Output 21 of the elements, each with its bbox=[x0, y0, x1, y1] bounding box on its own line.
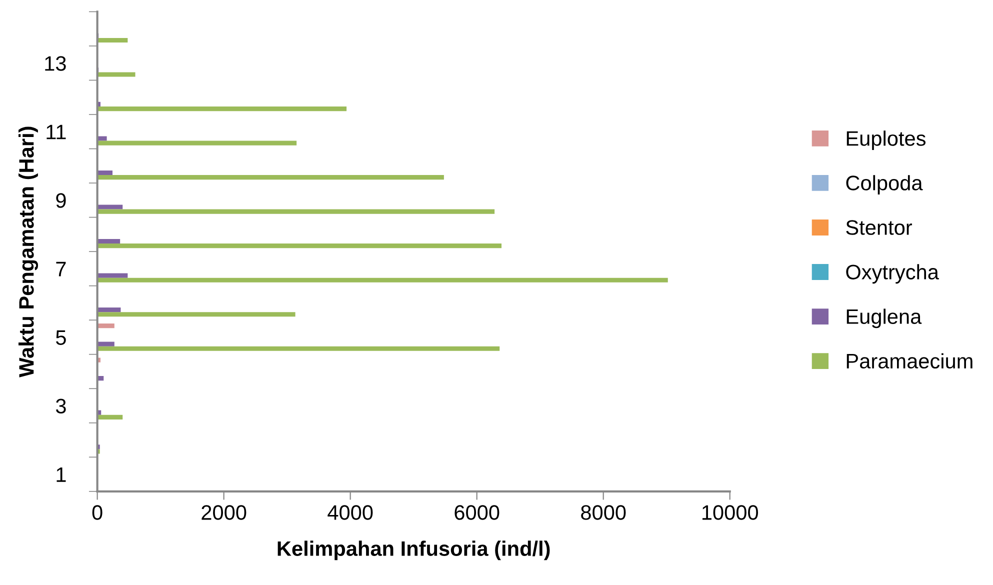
x-tick-label: 4000 bbox=[328, 505, 373, 520]
legend-label: Stentor bbox=[846, 220, 912, 235]
y-tick-label: 3 bbox=[56, 398, 66, 414]
x-axis-title: Kelimpahan Infusoria (ind/l) bbox=[278, 540, 550, 560]
legend-label: Euplotes bbox=[846, 130, 926, 150]
y-tick-label: 13 bbox=[45, 56, 66, 71]
y-tick-label: 5 bbox=[56, 330, 66, 345]
legend-label: Colpoda bbox=[846, 175, 923, 195]
y-tick-label: 7 bbox=[56, 262, 66, 276]
y-tick-label: 9 bbox=[56, 193, 66, 208]
legend-label: Paramaecium bbox=[846, 353, 972, 369]
y-tick-label: 1 bbox=[56, 467, 66, 482]
legend-label: Oxytrycha bbox=[846, 264, 939, 284]
x-tick-label: 0 bbox=[92, 505, 102, 520]
legend-label: Euglena bbox=[846, 308, 922, 328]
x-tick-label: 2000 bbox=[202, 505, 246, 520]
x-tick-label: 6000 bbox=[454, 505, 500, 520]
y-axis-title: Waktu Pengamatan (Hari) bbox=[18, 126, 38, 378]
x-tick-label: 10000 bbox=[702, 505, 758, 520]
x-tick-label: 8000 bbox=[581, 505, 626, 520]
y-tick-label: 11 bbox=[46, 124, 66, 140]
